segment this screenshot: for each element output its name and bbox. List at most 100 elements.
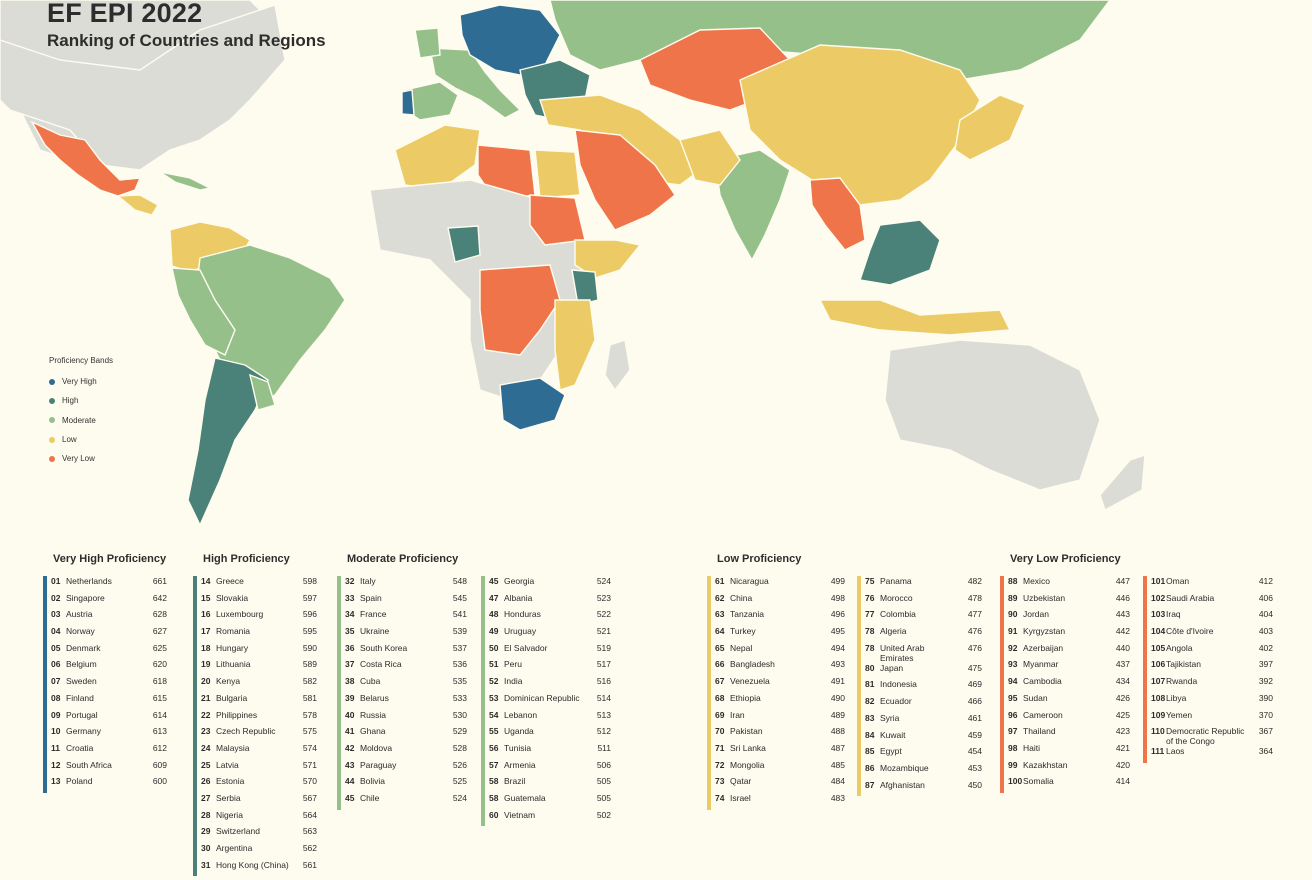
- score-value: 426: [1115, 692, 1130, 703]
- score-value: 516: [596, 676, 611, 687]
- ranking-row: 91 Kyrgyzstan 442: [1008, 626, 1130, 643]
- rank-number: 73: [715, 776, 725, 787]
- rank-number: 15: [201, 592, 211, 603]
- score-value: 590: [302, 642, 317, 653]
- country-name: Vietnam: [504, 809, 536, 820]
- legend-swatch: [49, 397, 55, 404]
- score-value: 454: [967, 746, 982, 757]
- ranking-row: 15 Slovakia 597: [201, 593, 317, 610]
- score-value: 561: [302, 859, 317, 870]
- score-value: 502: [596, 809, 611, 820]
- ranking-row: 109 Yemen 370: [1151, 710, 1273, 727]
- country-name: Tajikistan: [1166, 659, 1201, 670]
- rank-number: 29: [201, 826, 211, 837]
- score-value: 421: [1115, 742, 1130, 753]
- map-region-peru-bolivia: [171, 267, 236, 356]
- rank-number: 80: [865, 662, 875, 673]
- rank-number: 107: [1151, 676, 1166, 687]
- rank-number: 90: [1008, 609, 1018, 620]
- score-value: 397: [1258, 659, 1273, 670]
- map-region-sahara-north: [394, 124, 481, 191]
- country-name: Portugal: [66, 709, 98, 720]
- country-name: Honduras: [504, 609, 541, 620]
- country-name: Kazakhstan: [1023, 759, 1068, 770]
- country-name: Jordan: [1023, 609, 1049, 620]
- ranking-row: 67 Venezuela 491: [715, 676, 845, 693]
- score-value: 564: [302, 809, 317, 820]
- map-region-mexico: [30, 120, 142, 197]
- rank-number: 49: [489, 626, 499, 637]
- country-name: Côte d'Ivoire: [1166, 626, 1214, 637]
- score-value: 528: [452, 742, 467, 753]
- country-name: Sweden: [66, 676, 97, 687]
- map-region-south-africa: [499, 377, 566, 431]
- rank-number: 56: [489, 742, 499, 753]
- score-value: 511: [597, 742, 611, 753]
- country-name: Libya: [1166, 692, 1187, 703]
- band-color-bar: [337, 576, 341, 810]
- score-value: 402: [1258, 642, 1273, 653]
- country-name: Armenia: [504, 759, 536, 770]
- rank-number: 53: [489, 692, 499, 703]
- score-value: 488: [830, 726, 845, 737]
- legend-title: Proficiency Bands: [49, 356, 114, 365]
- country-name: Afghanistan: [880, 779, 925, 790]
- rank-number: 86: [865, 762, 875, 773]
- score-value: 475: [967, 662, 982, 673]
- score-value: 367: [1258, 726, 1273, 737]
- ranking-row: 80 Japan 475: [865, 663, 982, 680]
- country-name: Austria: [66, 609, 93, 620]
- ranking-row: 06 Belgium 620: [51, 659, 167, 676]
- score-value: 440: [1115, 642, 1130, 653]
- ranking-row: 108 Libya 390: [1151, 693, 1273, 710]
- score-value: 533: [452, 692, 467, 703]
- ranking-row: 23 Czech Republic 575: [201, 726, 317, 743]
- country-name: South Korea: [360, 642, 408, 653]
- country-name: Netherlands: [66, 576, 112, 586]
- map-region-nigeria: [447, 225, 481, 263]
- score-value: 443: [1115, 609, 1130, 620]
- score-value: 489: [830, 709, 845, 720]
- ranking-row: 96 Cameroon 425: [1008, 710, 1130, 727]
- country-name: Singapore: [66, 592, 105, 603]
- ranking-row: 57 Armenia 506: [489, 760, 611, 777]
- ranking-row: 78 Algeria 476: [865, 626, 982, 643]
- country-name: Bulgaria: [216, 692, 248, 703]
- rank-number: 41: [345, 726, 355, 737]
- rank-number: 50: [489, 642, 499, 653]
- legend: Proficiency Bands Very High High Moderate L…: [49, 356, 113, 468]
- ranking-row: 28 Nigeria 564: [201, 810, 317, 827]
- rank-number: 51: [489, 659, 499, 670]
- score-value: 517: [596, 659, 611, 670]
- country-name: Tanzania: [730, 609, 765, 620]
- country-name: Uganda: [504, 726, 534, 737]
- country-name: Angola: [1166, 642, 1193, 653]
- legend-item: Low: [49, 430, 113, 449]
- score-value: 392: [1258, 676, 1273, 687]
- score-value: 524: [596, 576, 611, 586]
- map-region-central-america: [116, 194, 159, 216]
- score-value: 505: [596, 792, 611, 803]
- country-name: Israel: [730, 792, 751, 803]
- score-value: 620: [152, 659, 167, 670]
- map-region-se-asia-very-low: [809, 177, 866, 251]
- rank-number: 82: [865, 696, 875, 707]
- rank-number: 63: [715, 609, 725, 620]
- country-name: Hong Kong (China): [216, 859, 289, 870]
- ranking-row: 72 Mongolia 485: [715, 760, 845, 777]
- country-name: Ghana: [360, 726, 386, 737]
- ranking-row: 84 Kuwait 459: [865, 730, 982, 747]
- rank-number: 58: [489, 792, 499, 803]
- band-column: 01 Netherlands 661 02 Singapore 642 03 Austria 6…: [43, 576, 167, 793]
- rank-number: 21: [201, 692, 211, 703]
- country-name: Cameroon: [1023, 709, 1063, 720]
- rank-number: 68: [715, 692, 725, 703]
- score-value: 494: [830, 642, 845, 653]
- ranking-row: 39 Belarus 533: [345, 693, 467, 710]
- country-name: Albania: [504, 592, 533, 603]
- band-title: High Proficiency: [203, 553, 290, 565]
- score-value: 548: [452, 576, 467, 586]
- rank-number: 66: [715, 659, 725, 670]
- band-title: Very Low Proficiency: [1010, 553, 1121, 565]
- ranking-row: 22 Philippines 578: [201, 710, 317, 727]
